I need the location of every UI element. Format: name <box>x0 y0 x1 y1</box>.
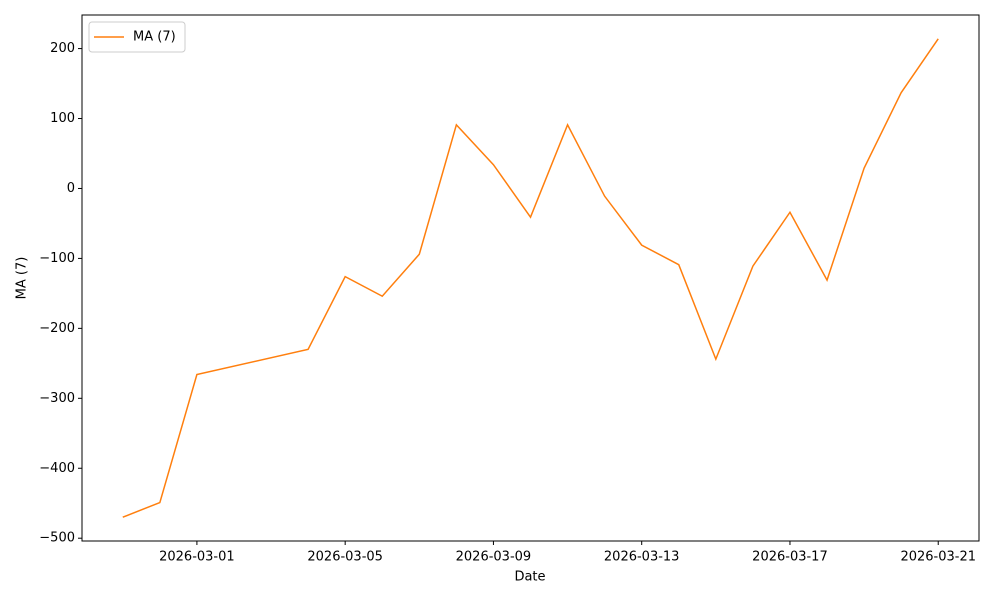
line <box>122 38 939 518</box>
y-tick-label: −300 <box>39 391 75 406</box>
x-axis-label: Date <box>514 570 545 585</box>
x-tick-label: 2026-03-09 <box>456 550 532 565</box>
y-tick-label: −500 <box>39 531 75 546</box>
y-tick-label: −100 <box>39 251 75 266</box>
legend-box <box>88 21 186 53</box>
plot-frame <box>81 14 980 542</box>
x-tick-label: 2026-03-01 <box>159 550 235 565</box>
x-tick-label: 2026-03-13 <box>604 550 680 565</box>
y-tick-label: −400 <box>39 461 75 476</box>
y-tick-label: −200 <box>39 321 75 336</box>
x-tick-label: 2026-03-21 <box>900 550 976 565</box>
y-tick-label: 200 <box>50 41 75 56</box>
y-axis-label: MA (7) <box>15 257 30 300</box>
y-tick-label: 0 <box>67 181 75 196</box>
x-tick-label: 2026-03-05 <box>307 550 383 565</box>
y-tick-label: 100 <box>50 111 75 126</box>
legend-label: MA (7) <box>133 30 176 45</box>
x-tick-label: 2026-03-17 <box>752 550 828 565</box>
